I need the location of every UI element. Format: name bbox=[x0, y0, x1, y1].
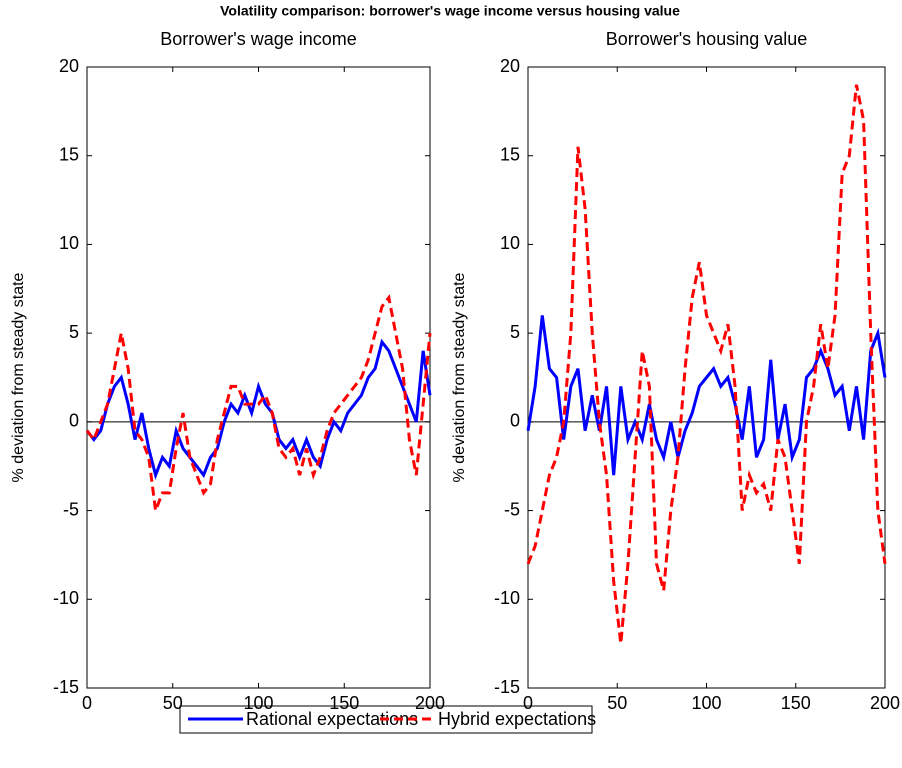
y-tick-label: 20 bbox=[59, 56, 79, 76]
subplot-title: Borrower's wage income bbox=[160, 29, 357, 49]
y-tick-label: -15 bbox=[53, 677, 79, 697]
figure-title: Volatility comparison: borrower's wage i… bbox=[220, 3, 680, 19]
y-tick-label: 0 bbox=[510, 411, 520, 431]
y-tick-label: 20 bbox=[500, 56, 520, 76]
x-tick-label: 100 bbox=[243, 693, 273, 713]
x-tick-label: 0 bbox=[82, 693, 92, 713]
series-line bbox=[85, 294, 432, 512]
plot-area bbox=[86, 66, 431, 689]
y-tick-label: 5 bbox=[510, 322, 520, 342]
y-axis-label: % deviation from steady state bbox=[451, 272, 468, 482]
x-tick-label: 50 bbox=[607, 693, 627, 713]
y-axis-label: % deviation from steady state bbox=[10, 272, 27, 482]
x-tick-label: 150 bbox=[329, 693, 359, 713]
series-line bbox=[85, 338, 432, 480]
x-tick-label: 50 bbox=[163, 693, 183, 713]
y-tick-label: 10 bbox=[59, 233, 79, 253]
y-tick-label: -5 bbox=[504, 499, 520, 519]
y-tick-label: 5 bbox=[69, 322, 79, 342]
x-tick-label: 200 bbox=[870, 693, 900, 713]
legend-label: Hybrid expectations bbox=[438, 709, 596, 729]
subplot-title: Borrower's housing value bbox=[606, 29, 808, 49]
x-tick-label: 100 bbox=[691, 693, 721, 713]
x-tick-label: 200 bbox=[415, 693, 445, 713]
y-tick-label: -5 bbox=[63, 499, 79, 519]
y-tick-label: 0 bbox=[69, 411, 79, 431]
series-line bbox=[526, 84, 887, 644]
legend-label: Rational expectations bbox=[246, 709, 418, 729]
x-tick-label: 0 bbox=[523, 693, 533, 713]
y-tick-label: 10 bbox=[500, 233, 520, 253]
y-tick-label: 15 bbox=[59, 144, 79, 164]
x-tick-label: 150 bbox=[781, 693, 811, 713]
y-tick-label: 15 bbox=[500, 144, 520, 164]
y-tick-label: -10 bbox=[494, 588, 520, 608]
y-tick-label: -15 bbox=[494, 677, 520, 697]
y-tick-label: -10 bbox=[53, 588, 79, 608]
